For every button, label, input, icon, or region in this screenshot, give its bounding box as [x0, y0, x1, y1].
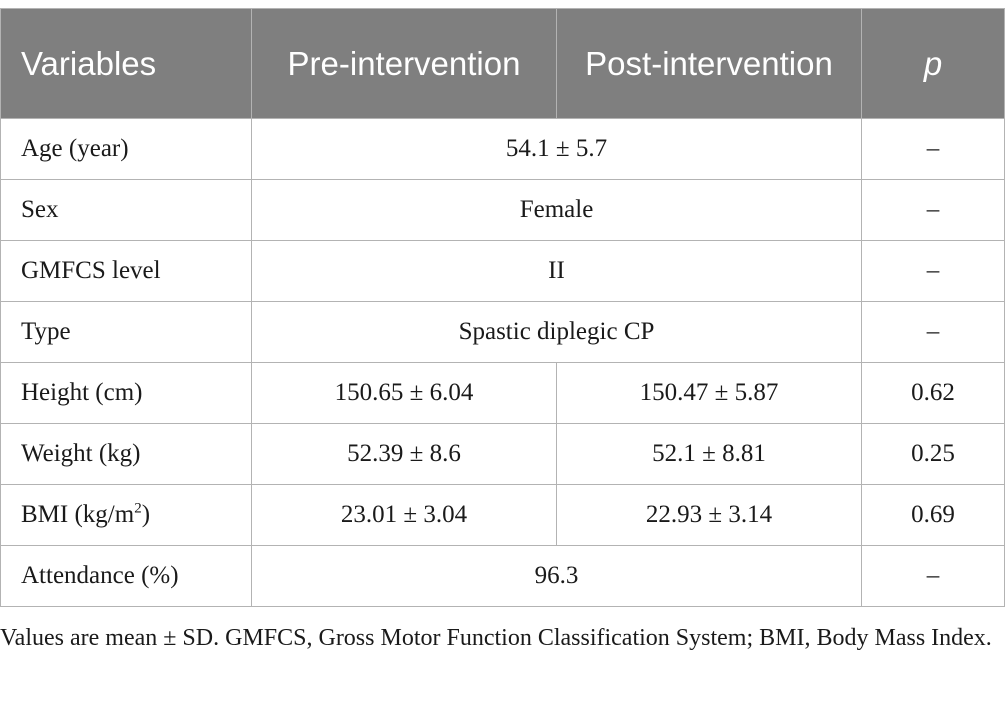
table-row: Type Spastic diplegic CP –	[0, 301, 1005, 363]
post-value: 22.93 ± 3.14	[556, 484, 862, 546]
table-row: GMFCS level II –	[0, 240, 1005, 302]
row-label: BMI (kg/m2)	[0, 484, 252, 546]
post-value: 52.1 ± 8.81	[556, 423, 862, 485]
row-label: Attendance (%)	[0, 545, 252, 607]
header-pre-intervention: Pre-intervention	[251, 8, 557, 119]
table-row: Age (year) 54.1 ± 5.7 –	[0, 118, 1005, 180]
merged-value: 54.1 ± 5.7	[251, 118, 862, 180]
p-value: –	[861, 118, 1005, 180]
row-label: GMFCS level	[0, 240, 252, 302]
post-value: 150.47 ± 5.87	[556, 362, 862, 424]
header-p-value: p	[861, 8, 1005, 119]
table-row: Height (cm) 150.65 ± 6.04 150.47 ± 5.87 …	[0, 362, 1005, 424]
data-table: Variables Pre-intervention Post-interven…	[0, 8, 1005, 607]
row-label: Weight (kg)	[0, 423, 252, 485]
p-value: 0.62	[861, 362, 1005, 424]
row-label: Sex	[0, 179, 252, 241]
row-label: Type	[0, 301, 252, 363]
header-post-intervention: Post-intervention	[556, 8, 862, 119]
table-row: Sex Female –	[0, 179, 1005, 241]
table-row: BMI (kg/m2) 23.01 ± 3.04 22.93 ± 3.14 0.…	[0, 484, 1005, 546]
p-value: –	[861, 545, 1005, 607]
merged-value: Female	[251, 179, 862, 241]
merged-value: 96.3	[251, 545, 862, 607]
table-row: Attendance (%) 96.3 –	[0, 545, 1005, 607]
p-value: –	[861, 240, 1005, 302]
row-label: Age (year)	[0, 118, 252, 180]
table-footnote: Values are mean ± SD. GMFCS, Gross Motor…	[0, 625, 992, 651]
row-label-suffix: )	[141, 501, 151, 528]
p-value: –	[861, 179, 1005, 241]
p-value: –	[861, 301, 1005, 363]
row-label-text: BMI (kg/m	[21, 501, 135, 528]
p-value: 0.69	[861, 484, 1005, 546]
p-value: 0.25	[861, 423, 1005, 485]
header-row: Variables Pre-intervention Post-interven…	[0, 8, 1005, 119]
header-variables: Variables	[0, 8, 252, 119]
pre-value: 23.01 ± 3.04	[251, 484, 557, 546]
merged-value: II	[251, 240, 862, 302]
row-label: Height (cm)	[0, 362, 252, 424]
pre-value: 150.65 ± 6.04	[251, 362, 557, 424]
table-row: Weight (kg) 52.39 ± 8.6 52.1 ± 8.81 0.25	[0, 423, 1005, 485]
pre-value: 52.39 ± 8.6	[251, 423, 557, 485]
merged-value: Spastic diplegic CP	[251, 301, 862, 363]
row-label-superscript: 2	[134, 500, 142, 517]
